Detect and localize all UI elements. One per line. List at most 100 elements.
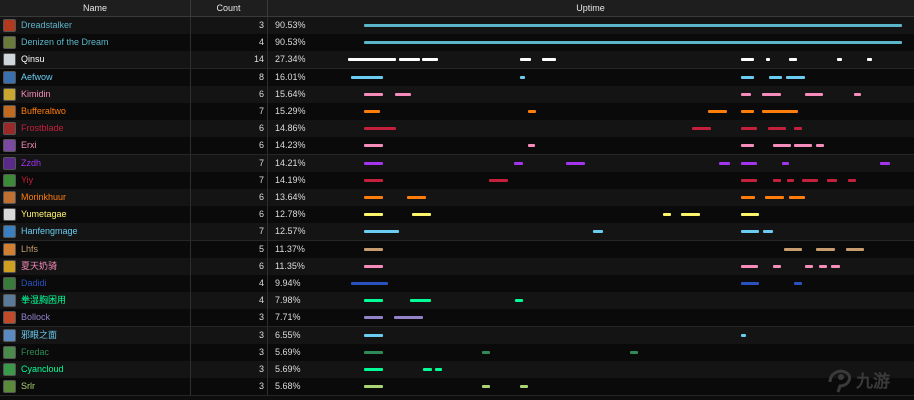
uptime-segment xyxy=(395,92,412,96)
table-row[interactable]: Dreadstalker 3 90.53% xyxy=(0,17,914,35)
count-value: 4 xyxy=(258,278,264,288)
uptime-percent: 5.68% xyxy=(275,381,301,392)
count-value: 6 xyxy=(258,123,264,134)
count-value: 3 xyxy=(258,381,264,392)
table-row[interactable]: 邪眼之面 3 6.55% xyxy=(0,326,914,345)
column-header-uptime[interactable]: Uptime xyxy=(576,3,605,13)
table-row[interactable]: Cyancloud 3 5.69% xyxy=(0,361,914,379)
player-name[interactable]: Erxi xyxy=(21,140,37,151)
uptime-segment xyxy=(520,75,526,79)
column-divider xyxy=(190,120,191,138)
table-row[interactable]: 夏天奶骑 6 11.35% xyxy=(0,257,914,276)
uptime-percent: 12.78% xyxy=(275,209,306,220)
player-name[interactable]: Srlr xyxy=(21,381,35,392)
player-name[interactable]: Dreadstalker xyxy=(21,20,73,30)
column-divider xyxy=(190,103,191,120)
table-row[interactable]: Aefwow 8 16.01% xyxy=(0,68,914,87)
uptime-segment xyxy=(364,110,381,113)
uptime-percent: 90.53% xyxy=(275,20,306,30)
table-row[interactable]: Qinsu 14 27.34% xyxy=(0,51,914,70)
uptime-segment xyxy=(514,299,523,303)
table-row[interactable]: Srlr 3 5.68% xyxy=(0,378,914,397)
table-row[interactable]: Yiy 7 14.19% xyxy=(0,171,914,190)
player-name[interactable]: 邪眼之面 xyxy=(21,329,58,340)
column-divider xyxy=(267,171,268,189)
count-value: 7 xyxy=(258,106,264,116)
player-name[interactable]: Yiy xyxy=(21,174,34,185)
column-divider xyxy=(267,223,268,241)
table-row[interactable]: 拳湿胸困用 4 7.98% xyxy=(0,292,914,311)
table-row[interactable]: Hanfengmage 7 12.57% xyxy=(0,223,914,242)
table-row[interactable]: Bollock 3 7.71% xyxy=(0,309,914,328)
uptime-percent: 11.35% xyxy=(275,260,305,271)
table-row[interactable]: Zzdh 7 14.21% xyxy=(0,154,914,173)
player-name[interactable]: Denizen of the Dream xyxy=(21,37,109,48)
column-divider xyxy=(267,343,268,361)
table-header: Name Count Uptime xyxy=(0,0,914,17)
column-divider xyxy=(267,154,268,172)
player-name[interactable]: Zzdh xyxy=(21,157,42,168)
table-row[interactable]: Morinkhuur 6 13.64% xyxy=(0,189,914,207)
player-name[interactable]: Frostblade xyxy=(21,123,64,134)
uptime-segment xyxy=(815,144,824,148)
player-name[interactable]: Aefwow xyxy=(21,71,53,82)
uptime-percent: 5.69% xyxy=(275,364,301,374)
column-divider xyxy=(267,17,268,34)
table-row[interactable]: Kimidin 6 15.64% xyxy=(0,85,914,104)
column-divider xyxy=(190,292,191,310)
column-divider xyxy=(190,275,191,292)
player-name[interactable]: Lhfs xyxy=(21,243,39,254)
uptime-segment xyxy=(489,178,509,182)
player-name[interactable]: Kimidin xyxy=(21,88,51,99)
table-row[interactable]: Lhfs 5 11.37% xyxy=(0,240,914,259)
player-name[interactable]: Bufferaltwo xyxy=(21,106,66,116)
uptime-segment xyxy=(740,230,760,234)
player-name[interactable]: 夏天奶骑 xyxy=(21,260,58,271)
count-value: 3 xyxy=(258,20,264,30)
table-row[interactable]: Bufferaltwo 7 15.29% xyxy=(0,103,914,121)
uptime-segment xyxy=(805,92,823,96)
uptime-percent: 7.71% xyxy=(275,312,301,323)
xiatian-icon xyxy=(3,259,16,273)
column-divider xyxy=(267,275,268,292)
table-row[interactable]: Frostblade 6 14.86% xyxy=(0,120,914,139)
count-value: 6 xyxy=(258,88,264,99)
uptime-segment xyxy=(364,24,902,27)
kimidin-icon xyxy=(3,87,16,101)
uptime-percent: 12.57% xyxy=(275,226,306,237)
uptime-segment xyxy=(364,333,383,337)
player-name[interactable]: Cyancloud xyxy=(21,364,64,374)
column-divider xyxy=(267,240,268,258)
uptime-segment xyxy=(364,41,902,45)
column-header-name[interactable]: Name xyxy=(0,0,191,16)
table-row[interactable]: Denizen of the Dream 4 90.53% xyxy=(0,34,914,53)
aefwow-icon xyxy=(3,70,16,84)
uptime-segment xyxy=(740,110,755,113)
uptime-segment xyxy=(630,350,639,354)
uptime-segment xyxy=(708,110,728,113)
denizen-icon xyxy=(3,36,16,50)
count-value: 6 xyxy=(258,260,264,271)
uptime-segment xyxy=(815,247,835,251)
table-row[interactable]: Yumetagae 6 12.78% xyxy=(0,206,914,225)
uptime-segment xyxy=(740,196,756,199)
uptime-percent: 9.94% xyxy=(275,278,301,288)
column-header-count[interactable]: Count xyxy=(190,0,268,16)
uptime-segment xyxy=(565,161,585,165)
player-name[interactable]: Dadidi xyxy=(21,278,47,288)
table-row[interactable]: Fredac 3 5.69% xyxy=(0,343,914,362)
player-name[interactable]: Fredac xyxy=(21,346,50,357)
uptime-segment xyxy=(513,161,523,165)
column-divider xyxy=(190,171,191,189)
player-name[interactable]: Yumetagae xyxy=(21,209,67,220)
player-name[interactable]: 拳湿胸困用 xyxy=(21,295,67,306)
table-row[interactable]: Dadidi 4 9.94% xyxy=(0,275,914,293)
uptime-percent: 14.23% xyxy=(275,140,306,151)
player-name[interactable]: Qinsu xyxy=(21,54,45,65)
player-name[interactable]: Morinkhuur xyxy=(21,192,67,202)
table-row[interactable]: Erxi 6 14.23% xyxy=(0,137,914,156)
player-name[interactable]: Bollock xyxy=(21,312,51,323)
player-name[interactable]: Hanfengmage xyxy=(21,226,78,237)
uptime-segment xyxy=(592,230,604,234)
